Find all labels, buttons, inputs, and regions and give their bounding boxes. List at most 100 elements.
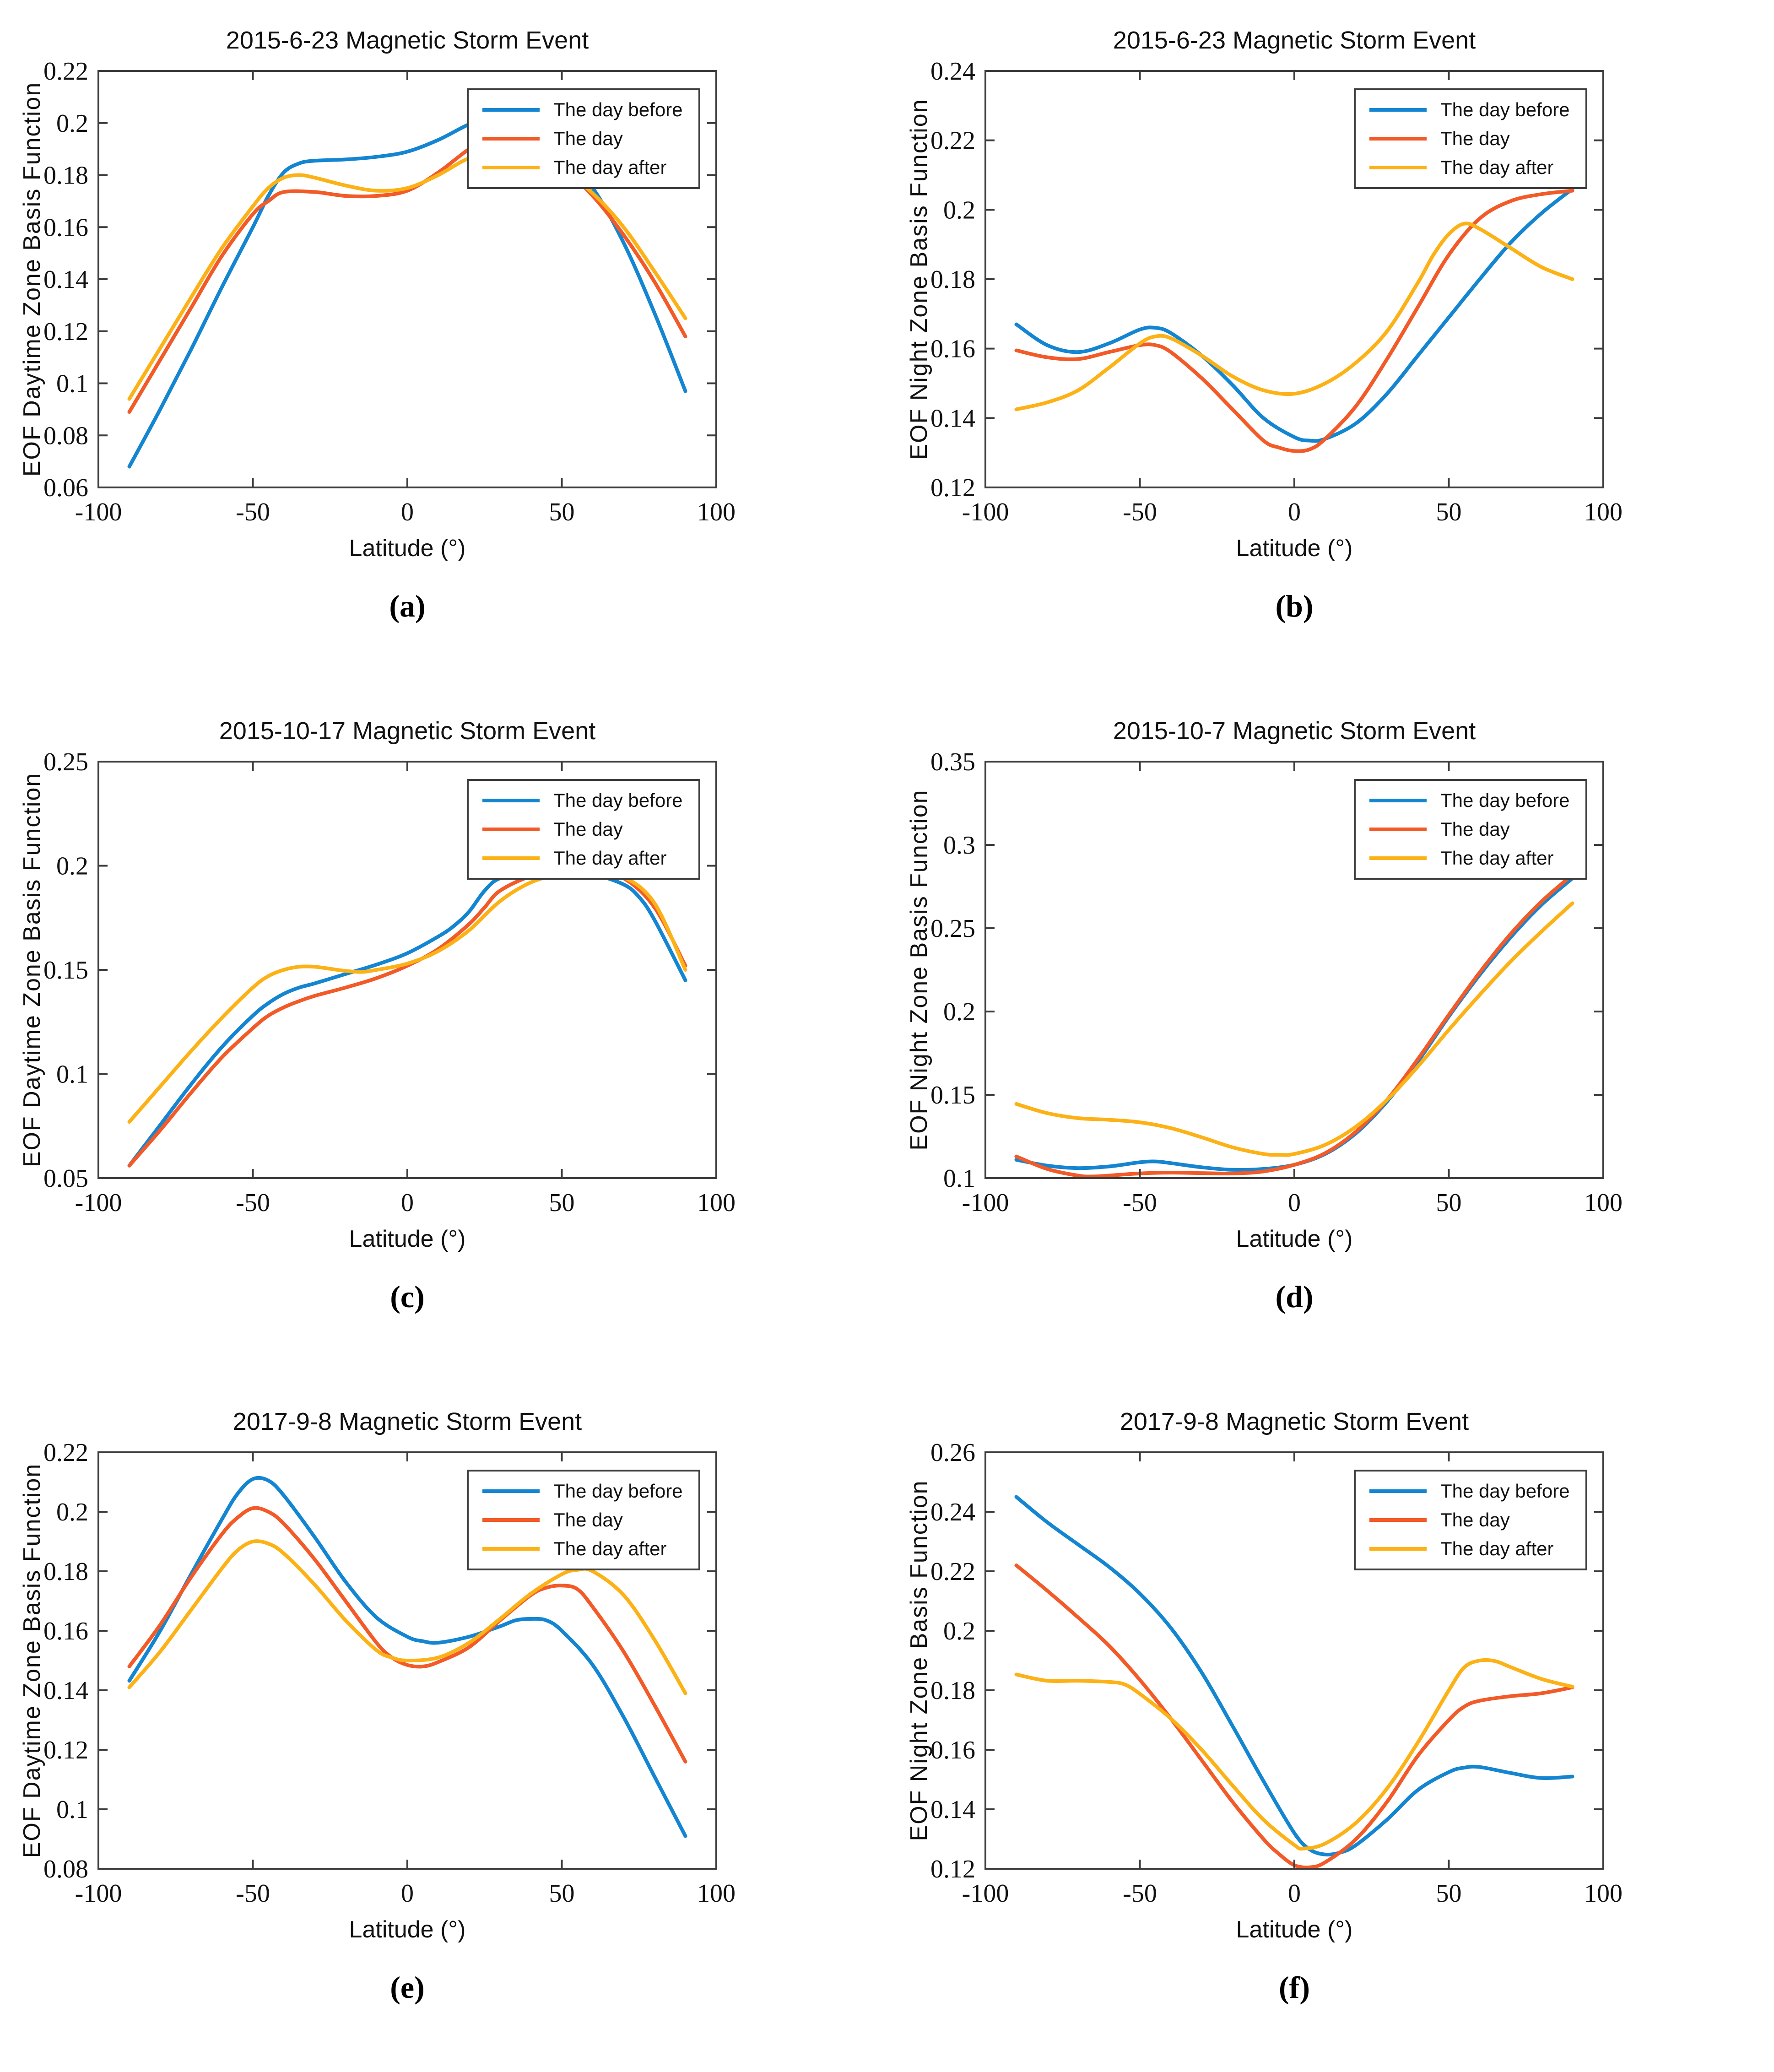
x-tick-label: -50: [1123, 498, 1157, 526]
y-tick-label: 0.2: [943, 998, 975, 1026]
panel-f-caption: (f): [1279, 1970, 1310, 2005]
legend-label: The day: [1440, 1509, 1510, 1531]
panel-e-x-axis-label: Latitude (°): [349, 1916, 466, 1943]
y-tick-label: 0.12: [930, 474, 975, 502]
panel-b-title: 2015-6-23 Magnetic Storm Event: [1113, 27, 1476, 54]
x-tick-label: 50: [1436, 1879, 1462, 1908]
y-tick-label: 0.2: [56, 1498, 88, 1526]
legend-item-day: The day: [1356, 818, 1585, 840]
line-sample-blue-icon: [482, 799, 540, 803]
y-tick-label: 0.22: [930, 1558, 975, 1586]
x-tick-label: 0: [1288, 1879, 1301, 1908]
x-tick-label: 50: [549, 1189, 575, 1217]
legend-item-day-before: The day before: [1356, 790, 1585, 811]
panel-a: 2015-6-23 Magnetic Storm Event EOF Dayti…: [0, 0, 887, 691]
panel-e-title: 2017-9-8 Magnetic Storm Event: [233, 1408, 582, 1435]
legend-item-day: The day: [1356, 128, 1585, 150]
line-sample-orange-icon: [1369, 1518, 1427, 1522]
panel-d-x-axis-label: Latitude (°): [1236, 1226, 1353, 1252]
series-line-after: [1014, 1658, 1574, 1851]
legend-label: The day before: [1440, 99, 1570, 121]
legend-item-day-before: The day before: [1356, 99, 1585, 121]
x-tick-label: 0: [401, 1189, 414, 1217]
series-line-day: [1014, 1563, 1574, 1870]
y-tick-label: 0.1: [56, 1060, 88, 1089]
line-sample-yellow-icon: [482, 856, 540, 860]
y-tick-label: 0.18: [930, 1677, 975, 1705]
y-tick-label: 0.1: [56, 370, 88, 398]
y-tick-label: 0.14: [43, 265, 88, 294]
legend-label: The day before: [1440, 1480, 1570, 1502]
series-line-day: [1014, 873, 1574, 1179]
y-tick-label: 0.05: [43, 1164, 88, 1193]
series-line-after: [1014, 222, 1574, 411]
y-tick-label: 0.08: [43, 422, 88, 450]
line-sample-blue-icon: [1369, 799, 1427, 803]
y-tick-label: 0.3: [943, 831, 975, 860]
legend-item-day-before: The day before: [469, 1480, 698, 1502]
line-sample-orange-icon: [482, 827, 540, 831]
legend-label: The day: [553, 1509, 623, 1531]
series-line-after: [127, 150, 687, 401]
series-line-before: [127, 119, 687, 469]
y-tick-label: 0.2: [56, 109, 88, 138]
legend-label: The day after: [553, 156, 667, 178]
y-tick-label: 0.25: [930, 914, 975, 943]
panel-c-title: 2015-10-17 Magnetic Storm Event: [219, 717, 596, 745]
legend-label: The day before: [1440, 790, 1570, 811]
line-sample-yellow-icon: [1369, 856, 1427, 860]
x-tick-label: 0: [1288, 498, 1301, 526]
y-tick-label: 0.22: [43, 57, 88, 86]
line-sample-blue-icon: [482, 1489, 540, 1493]
legend-label: The day before: [553, 99, 683, 121]
legend-item-day-after: The day after: [1356, 847, 1585, 869]
panel-d-legend: The day before The day The day after: [1354, 779, 1587, 880]
y-tick-label: 0.12: [930, 1855, 975, 1883]
line-sample-orange-icon: [482, 136, 540, 141]
legend-label: The day: [553, 127, 623, 149]
panel-b-caption: (b): [1275, 589, 1314, 623]
y-tick-label: 0.22: [43, 1439, 88, 1467]
legend-label: The day after: [1440, 156, 1554, 178]
panel-c-legend: The day before The day The day after: [467, 779, 700, 880]
line-sample-orange-icon: [1369, 827, 1427, 831]
panel-d-title: 2015-10-7 Magnetic Storm Event: [1113, 717, 1476, 745]
panel-d: 2015-10-7 Magnetic Storm Event EOF Night…: [887, 691, 1774, 1381]
series-line-day: [127, 140, 687, 414]
legend-item-day: The day: [1356, 1509, 1585, 1531]
y-tick-label: 0.16: [930, 335, 975, 363]
y-tick-label: 0.25: [43, 748, 88, 776]
legend-item-day: The day: [469, 1509, 698, 1531]
y-tick-label: 0.24: [930, 1498, 975, 1526]
legend-label: The day after: [553, 847, 667, 869]
y-tick-label: 0.18: [930, 265, 975, 294]
legend-item-day-after: The day after: [1356, 1538, 1585, 1560]
panel-f-x-axis-label: Latitude (°): [1236, 1916, 1353, 1943]
x-tick-label: 100: [697, 498, 736, 526]
series-line-day: [127, 869, 687, 1168]
legend-label: The day after: [1440, 1537, 1554, 1559]
panel-c-x-axis-label: Latitude (°): [349, 1226, 466, 1252]
x-tick-label: 100: [697, 1879, 736, 1908]
y-tick-label: 0.15: [43, 956, 88, 985]
panel-f-legend: The day before The day The day after: [1354, 1470, 1587, 1570]
y-tick-label: 0.14: [930, 1796, 975, 1824]
panel-e-legend: The day before The day The day after: [467, 1470, 700, 1570]
series-line-before: [1014, 187, 1574, 443]
legend-label: The day: [1440, 818, 1510, 840]
line-sample-blue-icon: [1369, 108, 1427, 112]
panel-a-chart: -100 -50 0 50 100 0.06 0.08 0.1 0.12 0.14 0.16 0.18…: [43, 57, 736, 526]
y-tick-label: 0.14: [43, 1677, 88, 1705]
y-tick-label: 0.24: [930, 57, 975, 86]
panel-d-caption: (d): [1275, 1279, 1314, 1314]
y-tick-label: 0.1: [56, 1796, 88, 1824]
panel-c: 2015-10-17 Magnetic Storm Event EOF Dayt…: [0, 691, 887, 1381]
x-tick-label: -100: [75, 498, 122, 526]
x-tick-label: -50: [1123, 1879, 1157, 1908]
x-tick-label: 50: [549, 498, 575, 526]
y-tick-label: 0.06: [43, 474, 88, 502]
legend-item-day-before: The day before: [1356, 1480, 1585, 1502]
y-tick-label: 0.2: [943, 196, 975, 224]
y-tick-label: 0.2: [56, 852, 88, 881]
line-sample-blue-icon: [482, 108, 540, 112]
